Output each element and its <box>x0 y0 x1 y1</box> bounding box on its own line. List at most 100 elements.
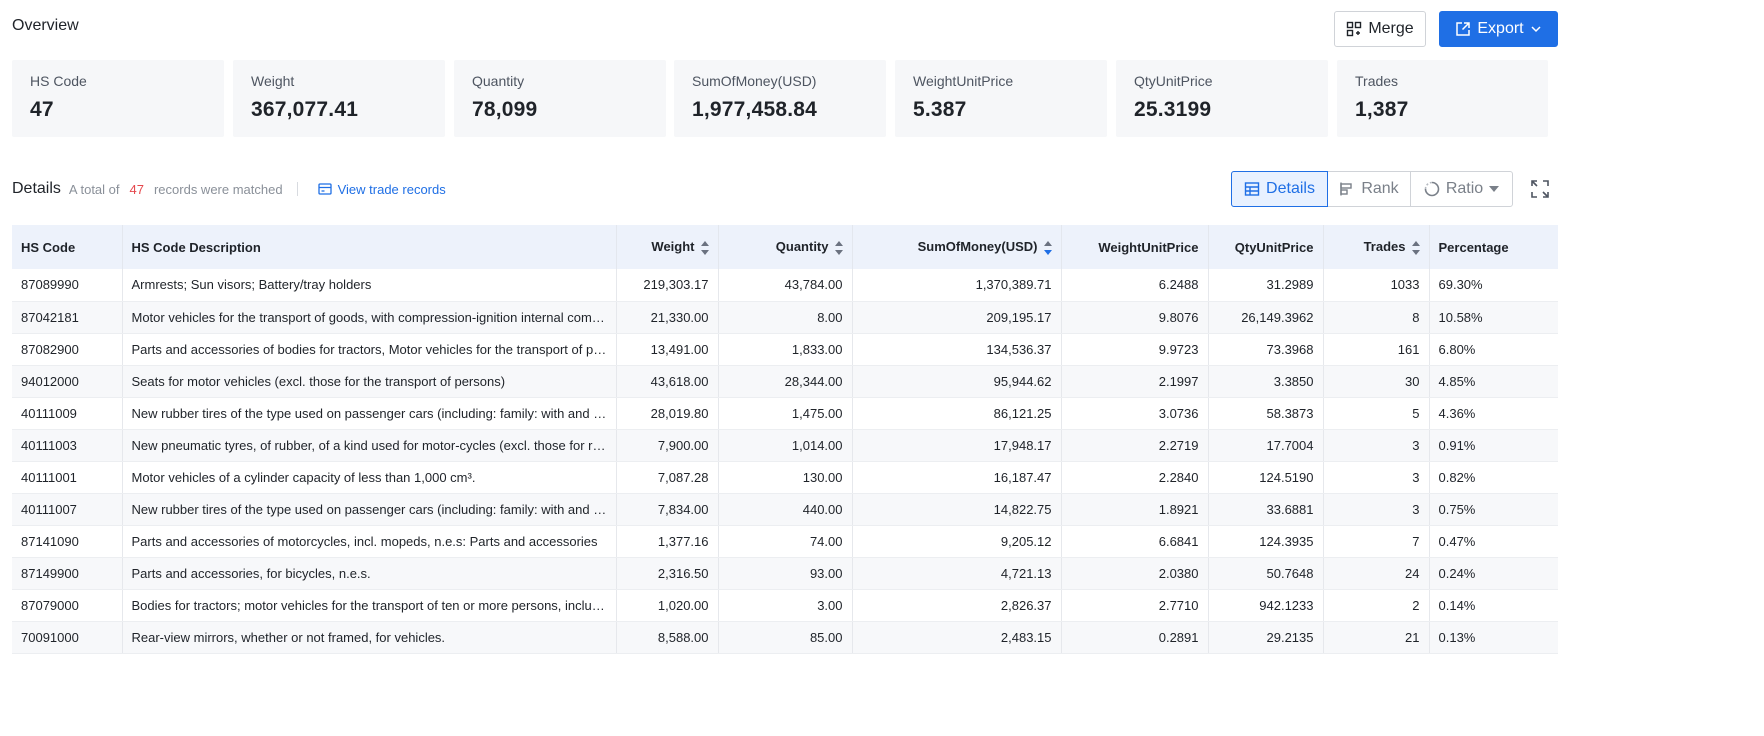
weight-unit-price-cell: 6.2488 <box>1061 269 1209 302</box>
percentage-cell: 69.30% <box>1429 269 1558 302</box>
hs-code-cell: 40111009 <box>12 397 123 430</box>
col-weight[interactable]: Weight <box>616 225 719 269</box>
quantity-cell: 93.00 <box>718 557 853 590</box>
weight-unit-price-cell: 6.6841 <box>1061 525 1209 558</box>
description-cell: New rubber tires of the type used on pas… <box>122 493 617 526</box>
tab-ratio[interactable]: Ratio <box>1411 172 1512 206</box>
weight-cell: 1,377.16 <box>616 525 719 558</box>
table-icon <box>1244 182 1260 196</box>
stat-label: QtyUnitPrice <box>1134 73 1213 89</box>
details-bar: Details A total of 47 records were match… <box>12 178 446 200</box>
stat-card-sum-of-money: SumOfMoney(USD) 1,977,458.84 <box>674 60 886 137</box>
qty-unit-price-cell: 17.7004 <box>1208 429 1324 462</box>
stat-card-weight-unit-price: WeightUnitPrice 5.387 <box>895 60 1107 137</box>
sum-of-money-cell: 2,483.15 <box>852 621 1062 654</box>
weight-cell: 219,303.17 <box>616 269 719 302</box>
table-row[interactable]: 94012000 Seats for motor vehicles (excl. … <box>12 365 1558 398</box>
sort-icon[interactable] <box>700 240 709 255</box>
percentage-cell: 0.82% <box>1429 461 1558 494</box>
col-quantity[interactable]: Quantity <box>718 225 853 269</box>
qty-unit-price-cell: 26,149.3962 <box>1208 301 1324 334</box>
qty-unit-price-cell: 3.3850 <box>1208 365 1324 398</box>
sort-desc-active-icon[interactable] <box>1043 240 1052 255</box>
col-qty-unit-price: QtyUnitPrice <box>1208 225 1324 269</box>
stat-card-qty-unit-price: QtyUnitPrice 25.3199 <box>1116 60 1328 137</box>
description-cell: Rear-view mirrors, whether or not framed… <box>122 621 617 654</box>
table-row[interactable]: 87089990 Armrests; Sun visors; Battery/tr… <box>12 269 1558 302</box>
divider <box>296 182 298 196</box>
description-cell: New rubber tires of the type used on pas… <box>122 397 617 430</box>
sum-of-money-cell: 17,948.17 <box>852 429 1062 462</box>
sum-of-money-cell: 16,187.47 <box>852 461 1062 494</box>
stat-value: 367,077.41 <box>251 98 359 121</box>
stat-label: Trades <box>1355 73 1399 89</box>
tab-rank-label: Rank <box>1361 180 1399 197</box>
table-row[interactable]: 87079000 Bodies for tractors; motor vehic… <box>12 589 1558 622</box>
table-header-row: HS Code HS Code Description Weight Quant… <box>12 225 1558 269</box>
stat-label: WeightUnitPrice <box>913 73 1014 89</box>
stat-label: HS Code <box>30 73 87 89</box>
trades-cell: 7 <box>1323 525 1430 558</box>
trades-cell: 2 <box>1323 589 1430 622</box>
view-trade-records-link[interactable]: View trade records <box>317 181 446 197</box>
sum-of-money-cell: 95,944.62 <box>852 365 1062 398</box>
table-row[interactable]: 87082900 Parts and accessories of bodies … <box>12 333 1558 366</box>
col-hs-code[interactable]: HS Code <box>12 225 123 269</box>
sum-of-money-cell: 2,826.37 <box>852 589 1062 622</box>
merge-icon <box>1347 21 1362 37</box>
description-cell: Armrests; Sun visors; Battery/tray holde… <box>122 269 617 302</box>
sort-icon[interactable] <box>834 240 843 255</box>
weight-cell: 28,019.80 <box>616 397 719 430</box>
table-row[interactable]: 87149900 Parts and accessories, for bicyc… <box>12 557 1558 590</box>
sum-of-money-cell: 134,536.37 <box>852 333 1062 366</box>
weight-cell: 7,834.00 <box>616 493 719 526</box>
weight-unit-price-cell: 0.2891 <box>1061 621 1209 654</box>
qty-unit-price-cell: 58.3873 <box>1208 397 1324 430</box>
col-percentage: Percentage <box>1438 239 1509 255</box>
table-row[interactable]: 87042181 Motor vehicles for the transport… <box>12 301 1558 334</box>
stat-value: 1,387 <box>1355 98 1409 121</box>
tab-details[interactable]: Details <box>1231 171 1328 207</box>
description-cell: Parts and accessories of motorcycles, in… <box>122 525 617 558</box>
view-trade-records-label: View trade records <box>337 181 446 197</box>
trades-cell: 3 <box>1323 429 1430 462</box>
weight-cell: 8,588.00 <box>616 621 719 654</box>
qty-unit-price-cell: 73.3968 <box>1208 333 1324 366</box>
table-row[interactable]: 40111007 New rubber tires of the type use… <box>12 493 1558 526</box>
tab-rank[interactable]: Rank <box>1328 172 1411 206</box>
hs-code-cell: 87089990 <box>12 269 123 302</box>
matched-suffix: records were matched <box>153 181 283 197</box>
export-button[interactable]: Export <box>1439 11 1558 47</box>
trades-cell: 1033 <box>1323 269 1430 302</box>
stat-label: Weight <box>251 73 295 89</box>
overview-title: Overview <box>12 17 79 34</box>
stat-value: 5.387 <box>913 98 967 121</box>
quantity-cell: 440.00 <box>718 493 853 526</box>
hs-code-cell: 70091000 <box>12 621 123 654</box>
stat-value: 1,977,458.84 <box>692 98 818 121</box>
merge-button[interactable]: Merge <box>1334 11 1426 47</box>
matched-count: 47 <box>129 181 144 197</box>
rank-icon <box>1340 182 1353 196</box>
table-row[interactable]: 87141090 Parts and accessories of motorcy… <box>12 525 1558 558</box>
weight-cell: 21,330.00 <box>616 301 719 334</box>
table-row[interactable]: 40111003 New pneumatic tyres, of rubber, … <box>12 429 1558 462</box>
details-title: Details <box>12 180 61 197</box>
table-row[interactable]: 40111001 Motor vehicles of a cylinder cap… <box>12 461 1558 494</box>
sort-icon[interactable] <box>1411 240 1420 255</box>
table-row[interactable]: 70091000 Rear-view mirrors, whether or no… <box>12 621 1558 654</box>
table-row[interactable]: 40111009 New rubber tires of the type use… <box>12 397 1558 430</box>
fullscreen-icon[interactable] <box>1530 179 1550 199</box>
sum-of-money-cell: 9,205.12 <box>852 525 1062 558</box>
stat-value: 47 <box>30 98 54 121</box>
percentage-cell: 0.24% <box>1429 557 1558 590</box>
stat-label: SumOfMoney(USD) <box>692 73 817 89</box>
col-sum-of-money[interactable]: SumOfMoney(USD) <box>852 225 1062 269</box>
col-trades[interactable]: Trades <box>1323 225 1430 269</box>
quantity-cell: 74.00 <box>718 525 853 558</box>
weight-cell: 43,618.00 <box>616 365 719 398</box>
hs-code-cell: 94012000 <box>12 365 123 398</box>
qty-unit-price-cell: 33.6881 <box>1208 493 1324 526</box>
weight-unit-price-cell: 2.2719 <box>1061 429 1209 462</box>
weight-unit-price-cell: 2.1997 <box>1061 365 1209 398</box>
